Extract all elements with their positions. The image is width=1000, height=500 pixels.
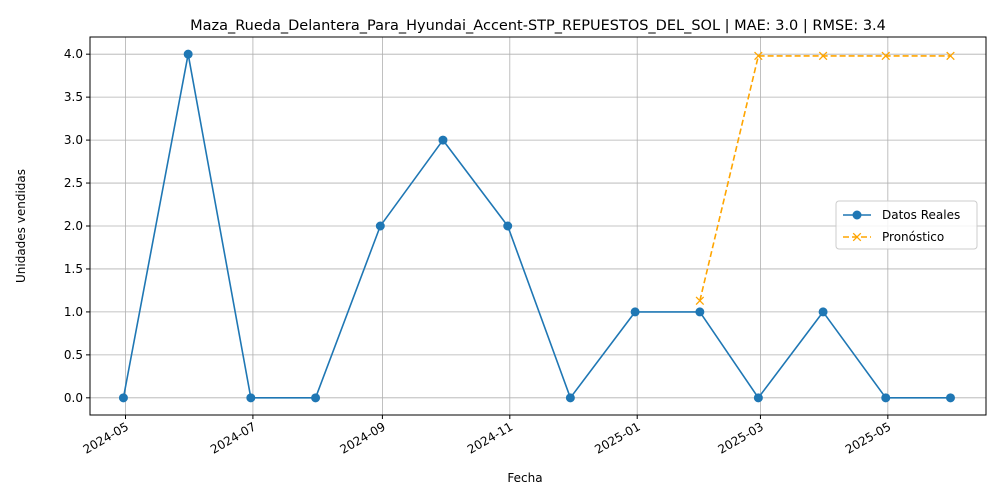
data-point bbox=[630, 307, 640, 317]
marker-stroke bbox=[881, 51, 891, 61]
data-point bbox=[695, 307, 705, 317]
series-0 bbox=[118, 49, 955, 403]
axis-ticks: 0.0 0.5 1.0 1.5 2.0 2.5 3.0 3.5 4.0 2024-05 2024-0… bbox=[64, 47, 893, 456]
data-point bbox=[818, 51, 828, 61]
data-point bbox=[945, 393, 955, 403]
data-point bbox=[183, 49, 193, 59]
x-tick-label: 2025-05 bbox=[843, 419, 893, 456]
legend-item-1: Pronóstico bbox=[843, 230, 944, 244]
y-tick-label: 2.5 bbox=[64, 176, 83, 190]
x-tick-label: 2025-01 bbox=[592, 419, 642, 456]
y-tick-label: 3.0 bbox=[64, 133, 83, 147]
legend-marker bbox=[852, 232, 862, 242]
legend-item-0: Datos Reales bbox=[843, 208, 960, 222]
data-point bbox=[246, 393, 256, 403]
data-point bbox=[753, 393, 763, 403]
y-tick-label: 1.0 bbox=[64, 305, 83, 319]
y-tick-label: 2.0 bbox=[64, 219, 83, 233]
marker-stroke bbox=[946, 51, 955, 61]
series-1 bbox=[695, 51, 955, 306]
y-tick-label: 0.5 bbox=[64, 348, 83, 362]
series-line bbox=[122, 53, 951, 399]
y-tick-label: 4.0 bbox=[64, 47, 83, 61]
x-tick-label: 2025-03 bbox=[716, 419, 766, 456]
data-point bbox=[311, 393, 321, 403]
data-point bbox=[881, 393, 891, 403]
x-tick-label: 2024-05 bbox=[81, 419, 131, 456]
legend-box bbox=[835, 200, 978, 250]
legend-label: Pronóstico bbox=[882, 230, 944, 244]
data-point bbox=[503, 221, 513, 231]
data-point bbox=[375, 221, 385, 231]
y-tick-label: 3.5 bbox=[64, 90, 83, 104]
marker-stroke bbox=[754, 51, 763, 61]
marker-stroke bbox=[695, 296, 705, 306]
series-layer bbox=[118, 49, 955, 403]
legend-marker bbox=[852, 210, 862, 220]
y-tick-label: 0.0 bbox=[64, 391, 83, 405]
marker-stroke bbox=[852, 232, 862, 242]
data-point bbox=[565, 393, 575, 403]
data-point bbox=[754, 51, 763, 61]
data-point bbox=[118, 393, 128, 403]
data-point bbox=[818, 307, 828, 317]
x-tick-label: 2024-09 bbox=[337, 419, 387, 456]
y-axis-label: Unidades vendidas bbox=[14, 169, 28, 283]
series-line bbox=[699, 55, 951, 301]
x-axis-label: Fecha bbox=[507, 471, 542, 485]
legend: Datos Reales Pronóstico bbox=[835, 200, 978, 250]
x-tick-label: 2024-07 bbox=[208, 419, 258, 456]
data-point bbox=[946, 51, 955, 61]
x-tick-label: 2024-11 bbox=[465, 419, 515, 456]
data-point bbox=[438, 135, 448, 145]
y-tick-label: 1.5 bbox=[64, 262, 83, 276]
marker-stroke bbox=[818, 51, 828, 61]
legend-items: Datos Reales Pronóstico bbox=[843, 208, 960, 244]
data-point bbox=[695, 296, 705, 306]
data-point bbox=[881, 51, 891, 61]
legend-label: Datos Reales bbox=[882, 208, 960, 222]
chart-title: Maza_Rueda_Delantera_Para_Hyundai_Accent… bbox=[190, 18, 886, 34]
